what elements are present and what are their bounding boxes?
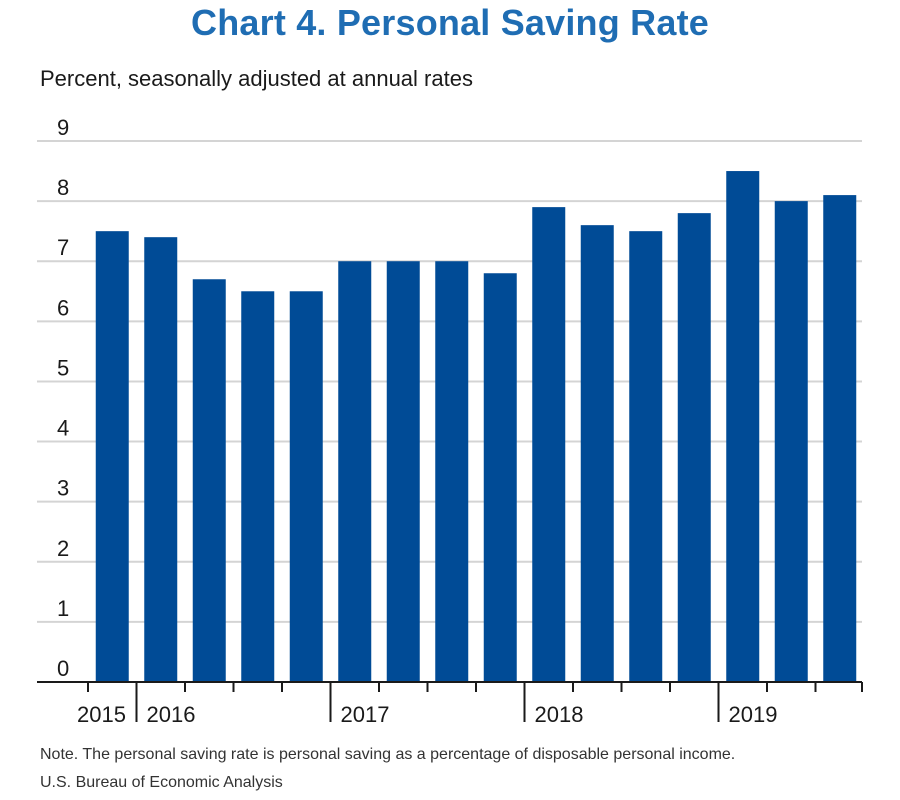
chart-title: Chart 4. Personal Saving Rate <box>191 2 709 43</box>
bar-4 <box>241 291 275 682</box>
bar-16 <box>823 195 857 682</box>
y-tick-label-6: 6 <box>57 295 69 320</box>
bar-15 <box>774 201 808 682</box>
x-year-label-2019: 2019 <box>729 702 778 727</box>
bar-5 <box>289 291 323 682</box>
y-tick-label-2: 2 <box>57 536 69 561</box>
y-tick-label-4: 4 <box>57 416 69 441</box>
bar-3 <box>192 279 226 682</box>
y-tick-label-8: 8 <box>57 175 69 200</box>
y-tick-labels: 0 1 2 3 4 5 6 7 8 9 <box>57 115 69 681</box>
bar-14 <box>726 171 760 683</box>
bar-8 <box>435 261 469 682</box>
x-year-label-2016: 2016 <box>147 702 196 727</box>
x-year-label-2017: 2017 <box>341 702 390 727</box>
bar-10 <box>532 207 566 682</box>
bar-7 <box>386 261 420 682</box>
bar-9 <box>483 273 517 682</box>
chart-source: U.S. Bureau of Economic Analysis <box>40 774 283 791</box>
bar-12 <box>629 231 663 682</box>
bar-1 <box>95 231 129 682</box>
y-axis-unit-label: Percent, seasonally adjusted at annual r… <box>40 66 473 91</box>
y-tick-label-5: 5 <box>57 355 69 380</box>
bar-13 <box>677 213 711 682</box>
bars <box>95 171 857 683</box>
y-tick-label-9: 9 <box>57 115 69 140</box>
x-year-label-2018: 2018 <box>535 702 584 727</box>
bar-11 <box>580 225 614 682</box>
y-tick-label-0: 0 <box>57 656 69 681</box>
y-tick-label-7: 7 <box>57 235 69 260</box>
bar-2 <box>144 237 178 682</box>
y-tick-label-1: 1 <box>57 596 69 621</box>
x-year-label-2015: 2015 <box>77 702 126 727</box>
y-tick-label-3: 3 <box>57 476 69 501</box>
x-axis <box>37 681 863 722</box>
x-tick-labels: 2015 2016 2017 2018 2019 <box>77 702 777 727</box>
chart-note: Note. The personal saving rate is person… <box>40 746 736 763</box>
bar-6 <box>338 261 372 682</box>
bar-chart: 0 1 2 3 4 5 6 7 8 9 2015 2016 2017 2018 2019 <box>37 115 863 727</box>
